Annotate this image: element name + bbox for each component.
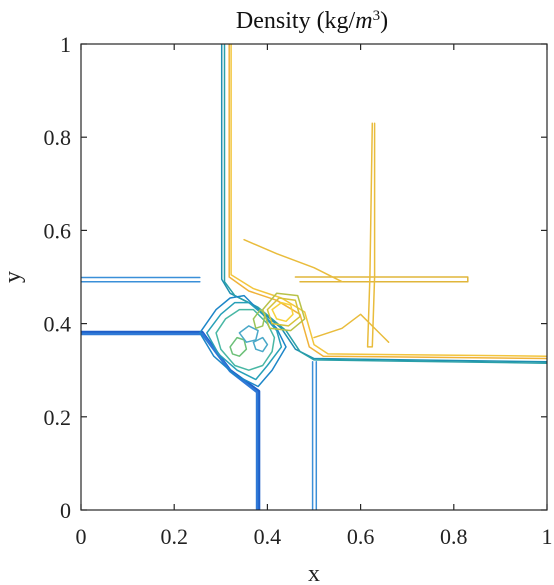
plot-area: [81, 44, 547, 510]
x-tick-label-4: 0.8: [440, 524, 468, 549]
title-main: Density (kg/: [236, 8, 356, 34]
y-tick-label-5: 1: [60, 32, 71, 57]
y-tick-label-4: 0.8: [44, 125, 72, 150]
contour-line-9: [230, 44, 547, 357]
x-tick-label-5: 1: [542, 524, 553, 549]
contour-layer: [81, 44, 547, 510]
x-axis: 0 0.2 0.4 0.6 0.8 1: [76, 44, 553, 549]
title-var: m: [355, 8, 372, 34]
contour-line-23: [261, 292, 306, 332]
title-close: ): [380, 8, 388, 34]
y-tick-label-2: 0.4: [44, 312, 72, 337]
contour-line-12: [243, 238, 343, 283]
y-tick-label-3: 0.6: [44, 218, 72, 243]
contour-line-21: [271, 301, 294, 323]
x-tick-label-2: 0.4: [254, 524, 282, 549]
y-axis-label: y: [0, 271, 26, 283]
title-exponent: 3: [373, 8, 381, 24]
chart-title: Density (kg/m3): [236, 8, 388, 34]
contour-line-11: [366, 122, 376, 348]
contour-line-6: [220, 44, 547, 363]
y-tick-label-0: 0: [60, 498, 71, 523]
contour-line-16: [215, 308, 276, 371]
x-tick-label-3: 0.6: [347, 524, 375, 549]
contour-line-7: [223, 44, 547, 364]
contour-line-8: [228, 44, 547, 360]
y-axis: 0 0.2 0.4 0.6 0.8 1: [44, 32, 547, 523]
contour-line-14: [199, 294, 287, 388]
contour-line-15: [206, 301, 283, 381]
plot-frame: [80, 43, 548, 511]
contour-line-13: [313, 313, 390, 343]
contour-line-20: [252, 308, 266, 330]
x-axis-label: x: [308, 561, 320, 585]
contour-line-17: [229, 336, 248, 357]
y-tick-label-1: 0.2: [44, 405, 72, 430]
x-tick-label-1: 0.2: [160, 524, 188, 549]
contour-line-22: [266, 297, 301, 327]
contour-line-19: [252, 336, 269, 353]
x-tick-label-0: 0: [76, 524, 87, 549]
contour-line-10: [294, 276, 469, 283]
contour-line-18: [238, 325, 259, 343]
